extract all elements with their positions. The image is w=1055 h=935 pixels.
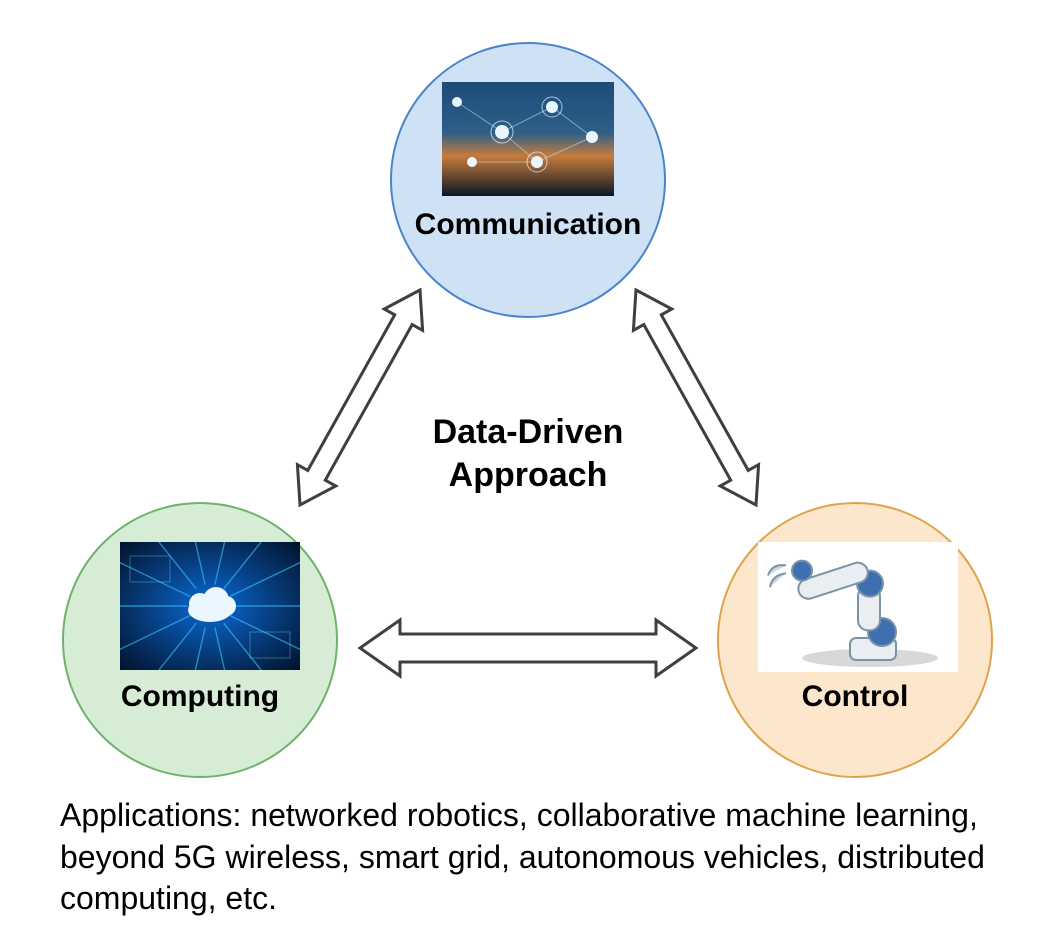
center-title: Data-DrivenApproach	[328, 411, 728, 496]
applications-caption: Applications: networked robotics, collab…	[60, 795, 1000, 920]
center-title-line1: Data-Driven	[328, 411, 728, 454]
diagram-canvas: CommunicationComputingControlData-Driven…	[0, 0, 1055, 935]
center-title-line2: Approach	[328, 454, 728, 497]
